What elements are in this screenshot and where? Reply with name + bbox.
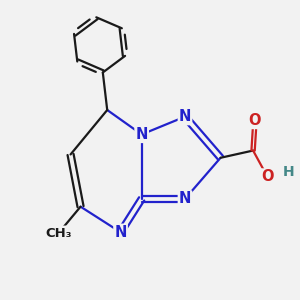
Text: N: N xyxy=(179,109,191,124)
Text: O: O xyxy=(249,113,261,128)
Text: N: N xyxy=(114,225,127,240)
Text: N: N xyxy=(136,127,148,142)
Text: H: H xyxy=(282,165,294,179)
Text: O: O xyxy=(261,169,274,184)
Text: CH₃: CH₃ xyxy=(45,226,72,240)
Text: N: N xyxy=(179,191,191,206)
